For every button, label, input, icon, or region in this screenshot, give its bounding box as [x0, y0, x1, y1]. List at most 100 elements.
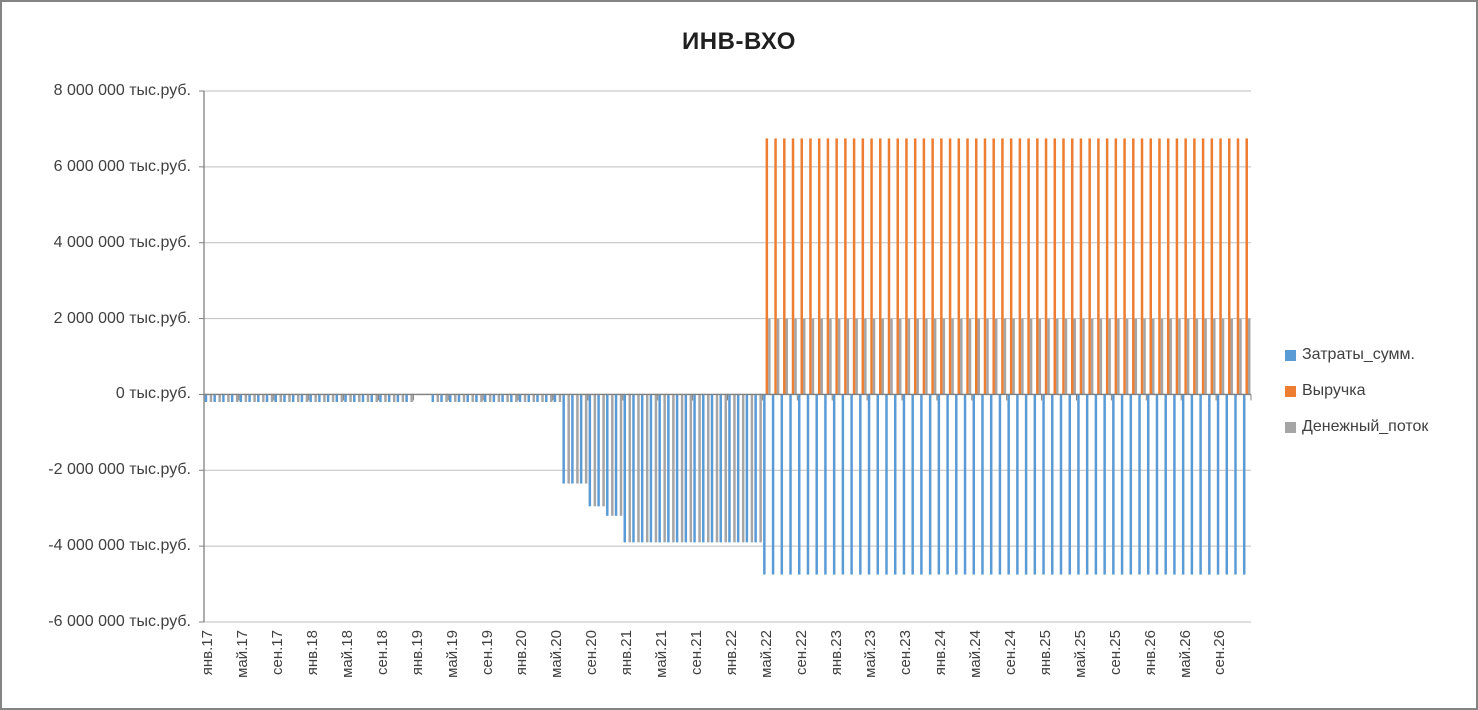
bar-costs[interactable] [1181, 394, 1185, 575]
bar-costs[interactable] [1155, 394, 1159, 575]
bar-costs[interactable] [963, 394, 967, 575]
bar-revenue[interactable] [931, 138, 934, 395]
x-axis-label[interactable]: янв.18 [304, 630, 322, 676]
bar-costs[interactable] [972, 394, 976, 575]
bar-costs[interactable] [1094, 394, 1098, 575]
bar-costs[interactable] [1051, 394, 1054, 575]
bar-costs[interactable] [920, 394, 923, 575]
bar-cashflow[interactable] [1064, 318, 1068, 395]
bar-costs[interactable] [274, 394, 278, 403]
chart-title[interactable]: ИНВ-ВХО [682, 28, 796, 55]
x-axis-label[interactable]: май.17 [234, 630, 252, 678]
bar-costs[interactable] [859, 394, 862, 575]
bar-costs[interactable] [370, 394, 373, 403]
bar-cashflow[interactable] [218, 394, 221, 403]
bar-revenue[interactable] [1062, 138, 1065, 395]
bar-revenue[interactable] [1245, 138, 1248, 395]
bar-costs[interactable] [1033, 394, 1037, 575]
bar-cashflow[interactable] [523, 394, 527, 403]
bar-costs[interactable] [728, 394, 731, 543]
bar-costs[interactable] [1216, 394, 1220, 575]
bar-costs[interactable] [518, 394, 522, 403]
bar-costs[interactable] [832, 394, 836, 575]
bar-cashflow[interactable] [803, 318, 806, 395]
bar-costs[interactable] [841, 394, 845, 575]
bar-costs[interactable] [1016, 394, 1019, 575]
bar-cashflow[interactable] [637, 394, 640, 543]
bar-revenue[interactable] [1184, 138, 1187, 395]
bar-revenue[interactable] [835, 138, 838, 395]
bar-cashflow[interactable] [890, 318, 893, 395]
bar-cashflow[interactable] [558, 394, 562, 403]
bar-cashflow[interactable] [340, 394, 344, 403]
bar-costs[interactable] [230, 394, 234, 403]
bar-cashflow[interactable] [663, 394, 666, 543]
bar-costs[interactable] [640, 394, 644, 543]
bar-cashflow[interactable] [933, 318, 937, 395]
x-axis-label[interactable]: янв.21 [618, 630, 636, 676]
bar-cashflow[interactable] [654, 394, 658, 543]
x-axis-label[interactable]: янв.25 [1036, 630, 1054, 676]
legend-item-cashflow[interactable]: Денежный_поток [1285, 419, 1428, 435]
bar-revenue[interactable] [809, 138, 812, 395]
bar-cashflow[interactable] [707, 394, 710, 543]
bar-costs[interactable] [579, 394, 583, 484]
bar-costs[interactable] [291, 394, 295, 403]
bar-costs[interactable] [344, 394, 347, 403]
x-axis-label[interactable]: янв.19 [408, 630, 426, 676]
bar-cashflow[interactable] [576, 394, 579, 484]
bar-cashflow[interactable] [689, 394, 693, 543]
bar-cashflow[interactable] [235, 394, 239, 403]
x-axis-label[interactable]: май.26 [1176, 630, 1194, 678]
bar-cashflow[interactable] [1213, 318, 1216, 395]
bar-cashflow[interactable] [768, 318, 771, 395]
bar-costs[interactable] [675, 394, 679, 543]
bar-cashflow[interactable] [1073, 318, 1076, 395]
y-axis-label[interactable]: -2 000 000 тыс.руб. [48, 461, 191, 479]
bar-costs[interactable] [510, 394, 513, 403]
bar-costs[interactable] [213, 394, 216, 403]
bar-revenue[interactable] [1140, 138, 1144, 395]
bar-costs[interactable] [466, 394, 469, 403]
bar-cashflow[interactable] [497, 394, 501, 403]
bar-costs[interactable] [946, 394, 949, 575]
bar-costs[interactable] [562, 394, 565, 484]
bar-costs[interactable] [702, 394, 705, 543]
bar-revenue[interactable] [861, 138, 865, 395]
bar-revenue[interactable] [913, 138, 917, 395]
x-axis-label[interactable]: сен.22 [792, 630, 810, 675]
bar-cashflow[interactable] [829, 318, 832, 395]
y-axis-label[interactable]: 0 тыс.руб. [115, 385, 191, 403]
bar-costs[interactable] [693, 394, 696, 543]
bar-costs[interactable] [283, 394, 286, 403]
bar-cashflow[interactable] [724, 394, 727, 543]
x-axis-label[interactable]: сен.19 [478, 630, 496, 675]
bar-costs[interactable] [483, 394, 487, 403]
bar-revenue[interactable] [1036, 138, 1039, 395]
bar-cashflow[interactable] [820, 318, 823, 395]
bar-revenue[interactable] [1079, 138, 1083, 395]
bar-costs[interactable] [571, 394, 574, 484]
bar-revenue[interactable] [1132, 138, 1135, 395]
bar-costs[interactable] [239, 394, 243, 403]
bar-cashflow[interactable] [488, 394, 492, 403]
bar-costs[interactable] [955, 394, 958, 575]
bar-cashflow[interactable] [794, 318, 797, 395]
bar-revenue[interactable] [791, 138, 795, 395]
bar-costs[interactable] [553, 394, 557, 403]
x-axis-label[interactable]: сен.17 [269, 630, 287, 675]
bar-revenue[interactable] [1114, 138, 1118, 395]
bar-cashflow[interactable] [1204, 318, 1207, 395]
bar-revenue[interactable] [852, 138, 856, 395]
bar-cashflow[interactable] [881, 318, 885, 395]
bar-costs[interactable] [614, 394, 618, 516]
bar-costs[interactable] [1173, 394, 1176, 575]
bar-costs[interactable] [431, 394, 435, 403]
bar-revenue[interactable] [948, 138, 952, 395]
bar-revenue[interactable] [983, 138, 987, 395]
bar-cashflow[interactable] [951, 318, 954, 395]
bar-costs[interactable] [754, 394, 757, 543]
bar-cashflow[interactable] [611, 394, 614, 516]
bar-cashflow[interactable] [1221, 318, 1225, 395]
bar-revenue[interactable] [1228, 138, 1231, 395]
